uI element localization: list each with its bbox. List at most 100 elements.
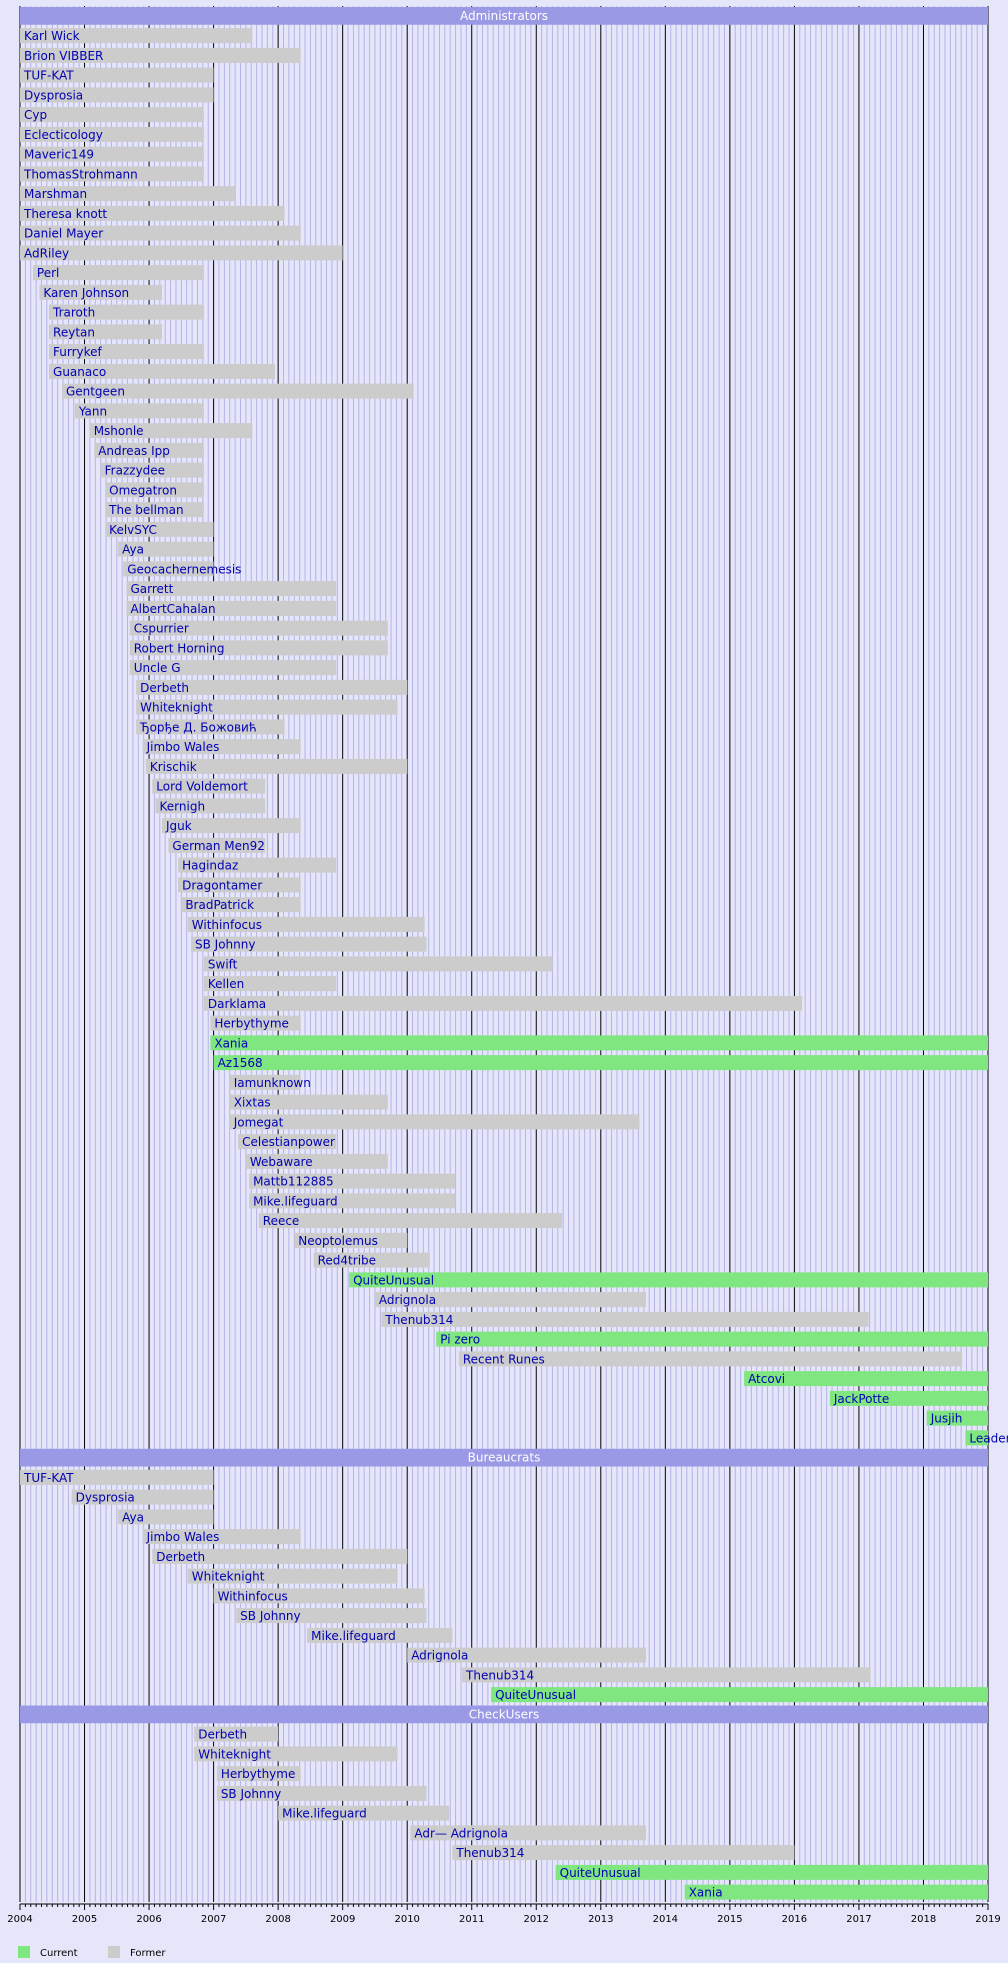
legend-label: Former bbox=[130, 1948, 166, 1959]
bar-label: Marshman bbox=[24, 187, 87, 201]
tick-label: 2014 bbox=[653, 1914, 678, 1925]
timeline-bar bbox=[20, 47, 301, 63]
timeline-bar bbox=[145, 758, 408, 774]
timeline-bar bbox=[20, 166, 204, 182]
timeline-bar bbox=[249, 1173, 456, 1189]
timeline-bar bbox=[203, 995, 803, 1011]
section-header bbox=[20, 1448, 988, 1467]
timeline-bar bbox=[105, 482, 204, 498]
bar-label: Krischik bbox=[150, 760, 197, 774]
timeline-bar bbox=[49, 363, 275, 379]
bar-label: SB Johnny bbox=[195, 938, 255, 952]
tick-label: 2013 bbox=[588, 1914, 613, 1925]
bar-label: Mike.lifeguard bbox=[253, 1194, 338, 1208]
bar-label: QuiteUnusual bbox=[495, 1688, 576, 1702]
bar-label: Daniel Mayer bbox=[24, 227, 103, 241]
bar-label: Karl Wick bbox=[24, 29, 80, 43]
tick-label: 2004 bbox=[7, 1914, 32, 1925]
timeline-bar bbox=[249, 1193, 456, 1209]
timeline-bar bbox=[161, 818, 301, 834]
timeline-bar bbox=[181, 897, 301, 913]
timeline-bar bbox=[452, 1845, 795, 1861]
timeline-bar bbox=[278, 1805, 450, 1821]
bar-label: Cspurrier bbox=[134, 622, 189, 636]
bar-label: Hagindaz bbox=[182, 859, 238, 873]
timeline-bar bbox=[126, 581, 337, 597]
bar-label: Yann bbox=[78, 404, 107, 418]
bar-label: Jimbo Wales bbox=[146, 740, 220, 754]
timeline-bar bbox=[20, 1469, 214, 1485]
bar-label: The bellman bbox=[108, 503, 183, 517]
timeline-bar bbox=[258, 1213, 563, 1229]
section-title: Bureaucrats bbox=[468, 1451, 541, 1465]
bar-label: Atcovi bbox=[748, 1372, 785, 1386]
timeline-bar bbox=[178, 857, 337, 873]
timeline-bar bbox=[210, 1035, 988, 1051]
timeline-bar bbox=[61, 383, 414, 399]
bar-label: Kernigh bbox=[160, 799, 206, 813]
timeline-bar bbox=[100, 462, 204, 478]
legend-label: Current bbox=[40, 1948, 78, 1959]
bar-label: Aya bbox=[122, 543, 144, 557]
bar-label: Eclecticology bbox=[24, 128, 103, 142]
timeline-bar bbox=[39, 284, 162, 300]
tick-label: 2019 bbox=[975, 1914, 1000, 1925]
timeline-bar bbox=[20, 186, 235, 202]
bar-label: Xania bbox=[214, 1036, 248, 1050]
timeline-bar bbox=[407, 1647, 646, 1663]
tick-label: 2007 bbox=[201, 1914, 226, 1925]
bar-label: Iamunknown bbox=[234, 1076, 311, 1090]
bar-label: Webaware bbox=[250, 1155, 313, 1169]
tick-label: 2011 bbox=[459, 1914, 484, 1925]
bar-label: Omegatron bbox=[109, 483, 177, 497]
bar-label: Gentgeen bbox=[66, 385, 125, 399]
tick-label: 2005 bbox=[72, 1914, 97, 1925]
bar-label: Whiteknight bbox=[192, 1570, 265, 1584]
timeline-bar bbox=[20, 126, 204, 142]
bar-label: Pi zero bbox=[440, 1333, 480, 1347]
bar-label: Guanaco bbox=[53, 365, 106, 379]
bar-label: QuiteUnusual bbox=[560, 1866, 641, 1880]
bar-label: Withinfocus bbox=[192, 918, 262, 932]
timeline-bar bbox=[136, 719, 285, 735]
bar-label: Recent Runes bbox=[463, 1352, 545, 1366]
tick-label: 2010 bbox=[394, 1914, 419, 1925]
timeline-bar bbox=[94, 442, 204, 458]
timeline-bar bbox=[105, 502, 204, 518]
bar-label: Jguk bbox=[165, 819, 192, 833]
bar-label: Thenub314 bbox=[455, 1846, 524, 1860]
bar-label: Az1568 bbox=[218, 1056, 263, 1070]
tick-label: 2017 bbox=[846, 1914, 871, 1925]
bar-label: Celestianpower bbox=[242, 1135, 335, 1149]
timeline-bar bbox=[229, 1094, 388, 1110]
bar-label: Dragontamer bbox=[182, 878, 262, 892]
timeline-bar bbox=[462, 1667, 871, 1683]
bar-label: Xania bbox=[689, 1886, 723, 1900]
bar-label: SB Johnny bbox=[221, 1787, 281, 1801]
timeline-bar bbox=[374, 1292, 646, 1308]
bars-layer: Administrators Karl Wick Brion VIBBER TUF-K… bbox=[20, 7, 1008, 1900]
timeline-bar bbox=[829, 1390, 988, 1406]
timeline-bar bbox=[49, 344, 204, 360]
bar-label: JackPotte bbox=[833, 1392, 889, 1406]
timeline-bar bbox=[191, 936, 427, 952]
timeline-bar bbox=[194, 1726, 279, 1742]
bar-label: Andreas Ipp bbox=[98, 444, 170, 458]
legend: Current Former bbox=[18, 1946, 166, 1959]
tick-label: 2018 bbox=[911, 1914, 936, 1925]
bar-label: Dysprosia bbox=[24, 88, 83, 102]
timeline-bar bbox=[965, 1430, 988, 1446]
section-header bbox=[20, 1705, 988, 1724]
timeline-bar bbox=[203, 976, 337, 992]
section-title: Administrators bbox=[460, 9, 548, 23]
timeline-bar bbox=[294, 1232, 408, 1248]
timeline-bar bbox=[20, 67, 214, 83]
bar-label: Jimbo Wales bbox=[146, 1530, 220, 1544]
bar-label: Maveric149 bbox=[24, 148, 94, 162]
bar-label: Furrykef bbox=[53, 345, 103, 359]
timeline-bar bbox=[49, 304, 204, 320]
bar-label: Traroth bbox=[52, 306, 95, 320]
bar-label: Derbeth bbox=[156, 1550, 205, 1564]
timeline-bar bbox=[436, 1331, 988, 1347]
bar-label: Frazzydee bbox=[105, 464, 165, 478]
